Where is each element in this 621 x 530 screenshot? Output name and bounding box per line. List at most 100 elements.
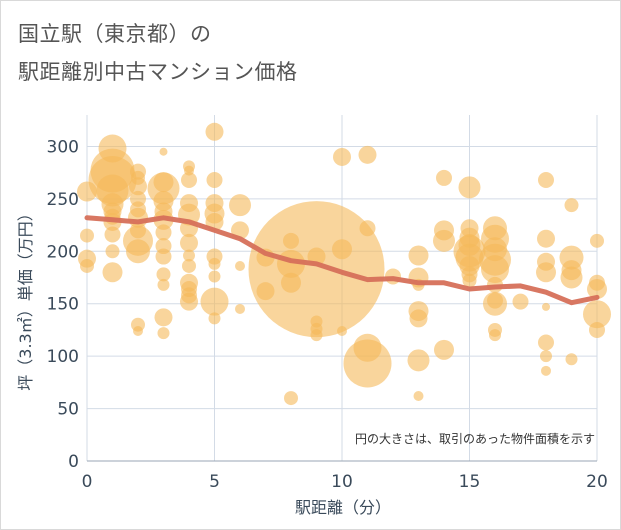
data-point <box>208 270 221 283</box>
y-tick-label: 150 <box>47 295 79 315</box>
x-tick-label: 15 <box>459 472 481 492</box>
data-point <box>407 349 430 372</box>
data-point <box>256 282 275 301</box>
y-tick-label: 100 <box>47 347 79 367</box>
data-point <box>105 244 120 259</box>
data-point <box>310 329 323 342</box>
x-tick-label: 20 <box>586 472 608 492</box>
data-point <box>248 201 385 338</box>
data-point <box>235 260 245 271</box>
data-point <box>157 327 170 340</box>
x-axis-title: 駅距離（分） <box>295 498 391 517</box>
data-point <box>130 222 146 239</box>
data-point <box>436 169 452 186</box>
data-point <box>181 172 197 189</box>
data-point <box>332 239 352 260</box>
data-point <box>200 287 229 316</box>
data-point <box>154 308 173 327</box>
data-point <box>205 194 224 213</box>
data-point <box>156 267 171 282</box>
y-axis-title: 坪（3.3㎡）単価（万円） <box>16 205 35 390</box>
data-point <box>483 237 507 262</box>
data-point <box>483 216 507 241</box>
data-point <box>284 391 298 406</box>
chart-title-line2: 駅距離別中古マンション価格 <box>18 60 298 84</box>
data-point <box>98 134 127 163</box>
data-point <box>281 272 301 293</box>
data-point <box>155 224 172 241</box>
data-point <box>133 325 143 336</box>
data-point <box>182 258 196 273</box>
data-point <box>564 198 579 213</box>
data-point <box>208 312 221 325</box>
data-point <box>235 303 245 314</box>
data-point <box>434 339 454 360</box>
data-point <box>540 350 552 363</box>
data-point <box>155 248 172 265</box>
y-tick-label: 50 <box>57 400 79 420</box>
data-point <box>583 300 611 329</box>
chart-title-line1: 国立駅（東京都）の <box>18 22 212 46</box>
y-tick-label: 200 <box>47 242 79 262</box>
x-tick-label: 10 <box>331 472 353 492</box>
data-point <box>512 293 529 310</box>
data-point <box>183 249 195 262</box>
data-point <box>538 172 554 189</box>
data-point <box>80 258 94 273</box>
data-point <box>208 257 221 270</box>
data-point <box>80 228 94 243</box>
data-point <box>561 260 582 281</box>
data-point <box>358 145 377 164</box>
data-point <box>159 147 168 156</box>
data-point <box>206 172 223 189</box>
data-point <box>458 176 481 199</box>
data-point <box>489 329 501 342</box>
data-point <box>180 233 198 252</box>
data-point <box>157 278 170 291</box>
y-tick-label: 0 <box>68 452 79 472</box>
data-point <box>131 170 145 185</box>
data-point <box>77 181 97 202</box>
data-point <box>283 232 299 249</box>
data-point <box>337 325 347 336</box>
data-point <box>229 194 251 217</box>
data-point <box>153 172 174 193</box>
data-point <box>537 252 555 271</box>
data-point <box>104 226 121 243</box>
data-point <box>181 287 197 304</box>
data-point <box>154 202 173 221</box>
data-point <box>537 229 555 248</box>
bubble-size-note: 円の大きさは、取引のあった物件面積を示す <box>355 431 595 446</box>
data-point <box>541 365 551 376</box>
data-point <box>205 122 224 141</box>
data-point <box>184 165 194 176</box>
data-point <box>333 147 351 166</box>
data-point <box>590 233 604 248</box>
data-point <box>413 390 424 401</box>
data-point <box>130 201 146 218</box>
data-point <box>180 194 198 213</box>
data-point <box>542 302 550 311</box>
data-point <box>565 353 578 366</box>
x-tick-label: 0 <box>82 472 93 492</box>
data-point <box>408 245 429 266</box>
data-point <box>481 255 509 284</box>
data-point <box>589 321 605 338</box>
data-point <box>460 219 479 238</box>
data-point <box>359 220 376 237</box>
bubbles <box>77 122 611 406</box>
data-point <box>353 333 382 362</box>
x-tick-label: 5 <box>209 472 220 492</box>
data-point <box>409 309 428 328</box>
data-point <box>538 334 554 351</box>
y-tick-label: 300 <box>47 137 79 157</box>
trend <box>84 215 600 306</box>
data-point <box>462 273 477 288</box>
data-point <box>434 220 454 241</box>
data-point <box>102 262 123 283</box>
data-point <box>126 239 150 264</box>
trend-line <box>84 215 600 306</box>
